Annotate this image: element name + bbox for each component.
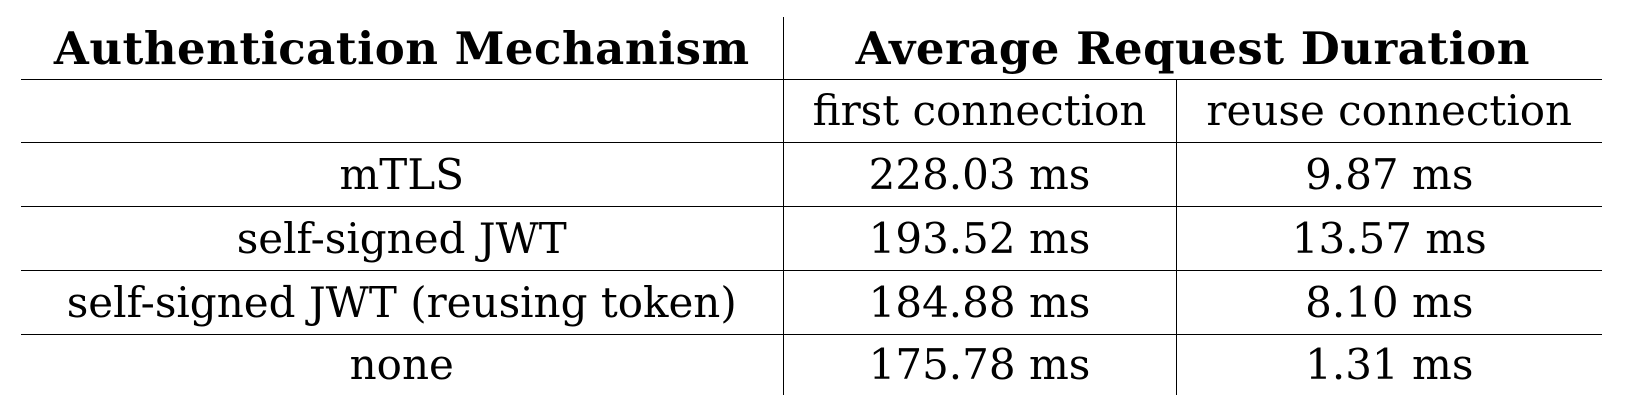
table-row: none 175.78 ms 1.31 ms [21,334,1602,395]
mechanism-header: Authentication Mechanism [21,17,783,80]
table-row: mTLS 228.03 ms 9.87 ms [21,142,1602,207]
first-connection-cell: 193.52 ms [782,206,1176,271]
header-row: Authentication Mechanism Average Request… [21,17,1602,80]
results-table-container: Authentication Mechanism Average Request… [21,17,1602,395]
mechanism-cell: self-signed JWT (reusing token) [21,270,783,335]
request-duration-table: Authentication Mechanism Average Request… [21,17,1602,395]
table-row: self-signed JWT (reusing token) 184.88 m… [21,270,1602,335]
reuse-connection-header: reuse connection [1175,79,1602,143]
table-row: self-signed JWT 193.52 ms 13.57 ms [21,206,1602,271]
mechanism-cell: self-signed JWT [21,206,783,271]
mechanism-cell: mTLS [21,142,783,207]
reuse-connection-cell: 9.87 ms [1175,142,1602,207]
first-connection-header: first connection [782,79,1176,143]
duration-header: Average Request Duration [782,17,1602,80]
reuse-connection-cell: 8.10 ms [1175,270,1602,335]
first-connection-cell: 228.03 ms [782,142,1176,207]
reuse-connection-cell: 1.31 ms [1175,334,1602,395]
reuse-connection-cell: 13.57 ms [1175,206,1602,271]
mechanism-cell: none [349,340,454,389]
first-connection-cell: 175.78 ms [782,334,1176,395]
subheader-row: first connection reuse connection [21,79,1602,143]
empty-subheader-cell [21,79,783,143]
first-connection-cell: 184.88 ms [782,270,1176,335]
